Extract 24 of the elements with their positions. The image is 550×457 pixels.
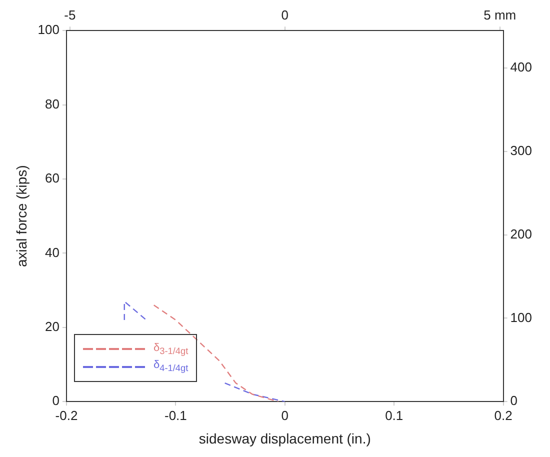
x-tick-label: 0 — [281, 408, 289, 423]
x-tick-label: -0.2 — [55, 408, 78, 423]
series-label: δ$_{3-1/4gt}$ — [153, 342, 188, 356]
y2-tick-label: 100 — [510, 310, 532, 325]
x-tick-label: 0.2 — [494, 408, 512, 423]
y2-tick-label: 400 — [510, 60, 532, 75]
x2-tick-label: -5 — [64, 7, 76, 22]
y-tick-label: 100 — [38, 22, 60, 38]
y2-tick-label: 200 — [510, 226, 532, 242]
y-axis-title: axial force (kips) — [13, 165, 30, 268]
x-tick-label: 0.1 — [385, 408, 404, 423]
x2-tick-label: 5 mm — [484, 7, 516, 22]
y2-tick-label: 300 — [510, 142, 532, 158]
y2-tick-label: 0 — [510, 393, 518, 408]
y-tick-label: 20 — [45, 318, 60, 334]
line-series — [153, 304, 279, 402]
y-tick-label: 0 — [52, 393, 60, 408]
x-axis-title: sidesway displacement (in.) — [198, 430, 371, 446]
x-tick-label: -0.1 — [164, 408, 187, 423]
y-tick-label: 80 — [45, 96, 60, 112]
y-tick-label: 40 — [45, 244, 60, 260]
text: δ$_{4-1/4gt}$ — [153, 359, 188, 374]
x2-tick-label: 0 — [281, 7, 289, 22]
y-tick-label: 60 — [45, 170, 60, 186]
